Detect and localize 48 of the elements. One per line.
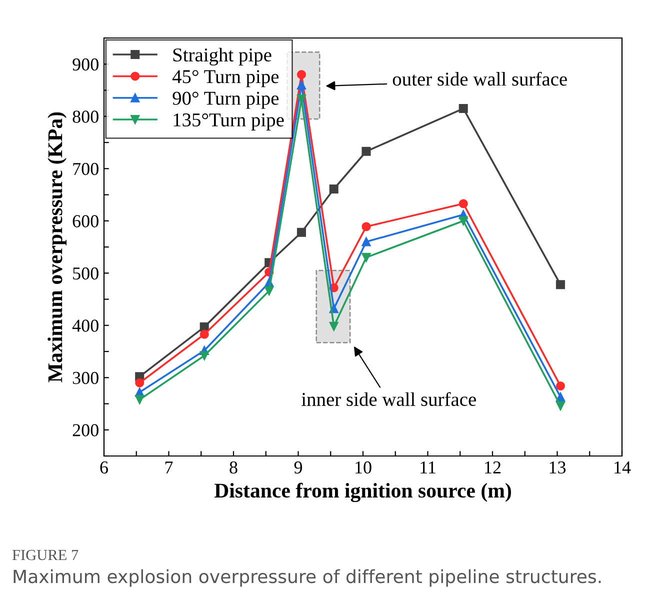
y-tick-label: 600 bbox=[72, 215, 98, 228]
y-axis-title: Maximum overpressure (KPa) bbox=[48, 112, 66, 382]
legend-label: 90° Turn pipe bbox=[172, 92, 279, 109]
point bbox=[458, 104, 468, 114]
x-tick-label: 14 bbox=[614, 461, 631, 474]
annotation: outer side wall surface bbox=[392, 72, 567, 86]
point bbox=[362, 237, 371, 246]
legend-label: Straight pipe bbox=[173, 48, 272, 66]
point bbox=[264, 286, 274, 296]
x-tick-label: 7 bbox=[165, 462, 173, 474]
text: Maximum explosion overpressure of different pipeline structures. bbox=[14, 569, 601, 587]
point bbox=[296, 70, 306, 80]
x-tick-label: 12 bbox=[485, 461, 501, 474]
point bbox=[556, 401, 565, 410]
annotation: inner side wall surface bbox=[302, 392, 476, 406]
point bbox=[296, 80, 306, 90]
caption: FIGURE 7 bbox=[12, 550, 78, 560]
x-tick-label: 9 bbox=[294, 461, 302, 474]
y-tick-label: 300 bbox=[72, 372, 98, 384]
x-tick-label: 6 bbox=[100, 461, 108, 474]
point bbox=[200, 330, 209, 339]
y-tick-label: 500 bbox=[73, 267, 98, 280]
point bbox=[135, 378, 144, 388]
x-tick-label: 11 bbox=[420, 461, 436, 474]
y-tick-label: 400 bbox=[72, 320, 98, 332]
point bbox=[362, 222, 371, 232]
point bbox=[296, 228, 306, 237]
legend-label: 135°Turn pipe bbox=[174, 113, 284, 130]
point bbox=[458, 216, 468, 226]
x-tick-label: 13 bbox=[550, 461, 566, 474]
point bbox=[362, 146, 371, 156]
y-tick-label: 200 bbox=[72, 424, 98, 436]
y-tick-label: 700 bbox=[73, 162, 98, 176]
point bbox=[556, 280, 565, 290]
point bbox=[329, 184, 338, 194]
y-tick-label: 900 bbox=[72, 58, 98, 71]
point bbox=[556, 392, 565, 402]
x-axis-title: Distance from ignition source (m) bbox=[214, 482, 511, 502]
point bbox=[458, 199, 468, 208]
point bbox=[329, 322, 338, 331]
point bbox=[200, 351, 209, 360]
point bbox=[135, 395, 144, 404]
legend-label: 45° Turn pipe bbox=[172, 70, 279, 88]
point bbox=[362, 252, 371, 262]
point bbox=[556, 381, 565, 390]
x-tick-label: 10 bbox=[356, 461, 372, 474]
y-tick-label: 800 bbox=[72, 110, 98, 123]
x-tick-label: 8 bbox=[230, 461, 238, 474]
